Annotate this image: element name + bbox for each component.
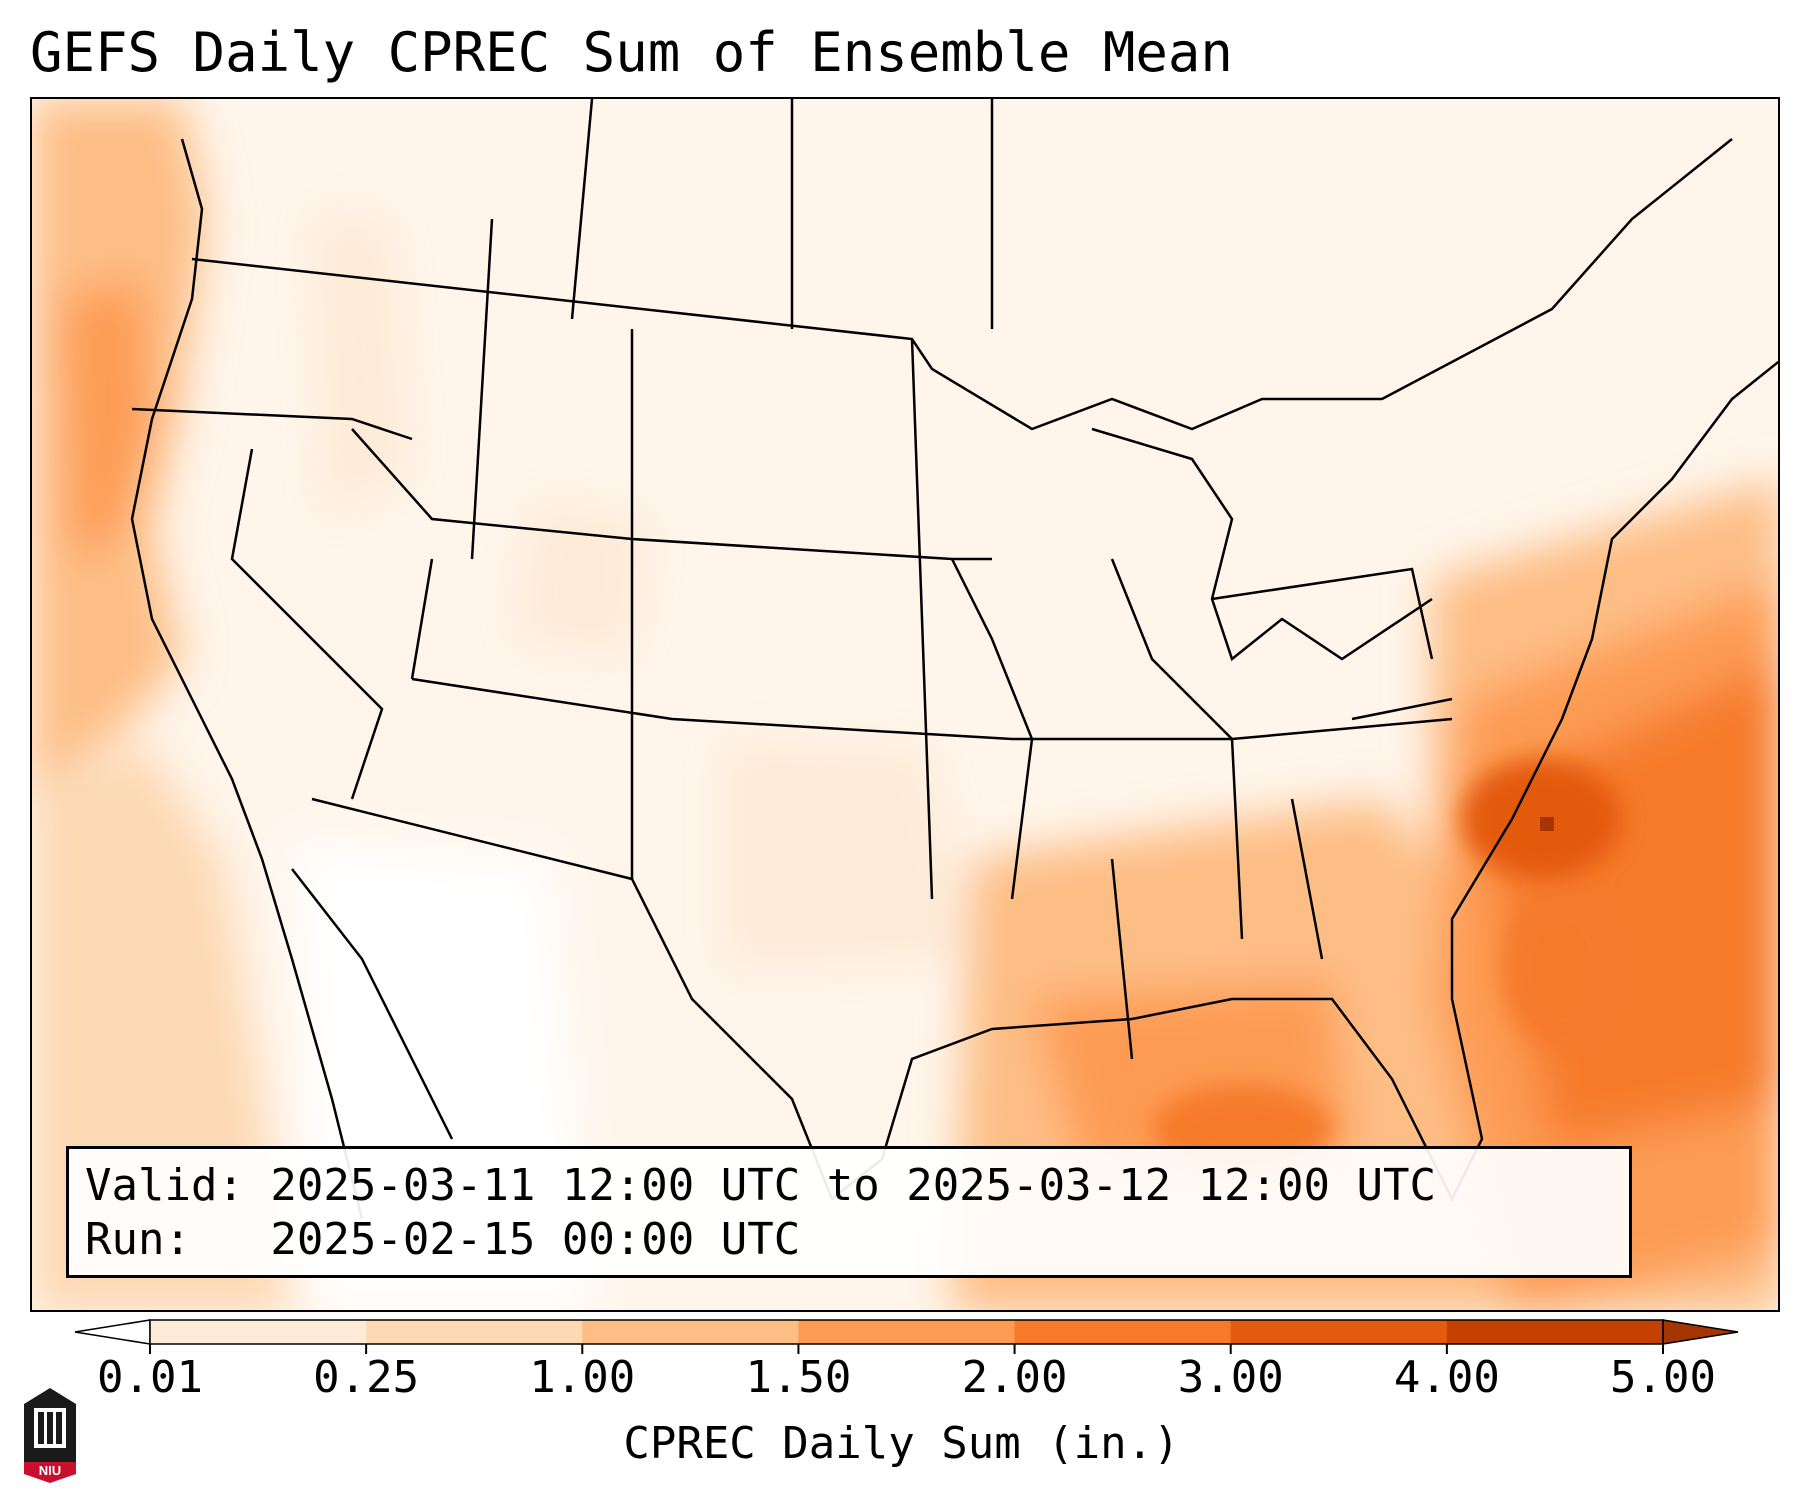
colorbar-segment — [150, 1320, 367, 1344]
colorbar-label: CPREC Daily Sum (in.) — [623, 1418, 1180, 1469]
valid-time-line: Valid: 2025-03-11 12:00 UTC to 2025-03-1… — [85, 1160, 1437, 1211]
precip-field — [32, 99, 1778, 1310]
niu-university-logo-icon: NIU — [24, 1388, 76, 1483]
colorbar — [74, 1319, 1739, 1354]
colorbar-ticks — [149, 1344, 1664, 1354]
colorbar-tick-label: 0.25 — [313, 1352, 420, 1403]
colorbar-under-arrow — [74, 1319, 151, 1345]
run-time-line: Run: 2025-02-15 00:00 UTC — [85, 1214, 801, 1265]
niu-logo-text: NIU — [39, 1463, 61, 1478]
colorbar-segment — [798, 1320, 1016, 1344]
map-title: GEFS Daily CPREC Sum of Ensemble Mean — [30, 21, 1233, 84]
colorbar-segment — [366, 1320, 583, 1344]
colorbar-over-arrow — [1662, 1319, 1739, 1345]
colorbar-segment — [1014, 1320, 1232, 1344]
colorbar-tick-label: 3.00 — [1177, 1352, 1284, 1403]
colorbar-tick-label: 1.50 — [745, 1352, 852, 1403]
colorbar-tick-label: 2.00 — [961, 1352, 1068, 1403]
colorbar-tick-label: 5.00 — [1610, 1352, 1716, 1403]
precipitation-map — [30, 97, 1780, 1312]
colorbar-segments — [74, 1319, 1739, 1345]
colorbar-tick-label: 1.00 — [529, 1352, 636, 1403]
valid-run-info-box: Valid: 2025-03-11 12:00 UTC to 2025-03-1… — [66, 1146, 1632, 1278]
colorbar-tick-label: 0.01 — [97, 1352, 203, 1403]
colorbar-segment — [1446, 1320, 1664, 1344]
colorbar-tick-label: 4.00 — [1393, 1352, 1500, 1403]
colorbar-border — [149, 1319, 1664, 1345]
colorbar-segment — [1230, 1320, 1448, 1344]
colorbar-segment — [582, 1320, 799, 1344]
